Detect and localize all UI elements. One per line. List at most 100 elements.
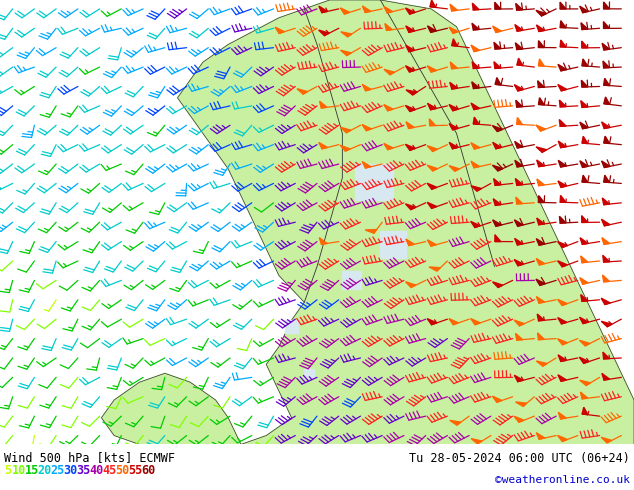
Polygon shape	[380, 231, 406, 258]
Text: 20: 20	[37, 464, 52, 477]
Polygon shape	[427, 202, 437, 208]
Polygon shape	[557, 261, 567, 267]
Polygon shape	[603, 61, 609, 68]
Polygon shape	[406, 26, 415, 32]
Polygon shape	[493, 282, 503, 288]
Polygon shape	[560, 40, 566, 47]
Polygon shape	[429, 119, 436, 125]
Polygon shape	[538, 41, 544, 48]
Polygon shape	[558, 318, 567, 324]
Polygon shape	[342, 271, 361, 289]
Polygon shape	[451, 39, 458, 46]
Polygon shape	[557, 299, 567, 305]
Polygon shape	[536, 433, 545, 439]
Polygon shape	[450, 420, 461, 425]
Polygon shape	[536, 239, 545, 245]
Polygon shape	[559, 216, 566, 223]
Text: ©weatheronline.co.uk: ©weatheronline.co.uk	[495, 475, 630, 485]
Polygon shape	[494, 62, 501, 69]
Polygon shape	[427, 165, 437, 171]
Polygon shape	[362, 124, 372, 131]
Polygon shape	[514, 416, 524, 422]
Polygon shape	[449, 104, 458, 111]
Polygon shape	[514, 85, 523, 91]
Polygon shape	[601, 437, 612, 443]
Polygon shape	[427, 26, 436, 32]
Text: 45: 45	[103, 464, 117, 477]
Polygon shape	[320, 238, 327, 245]
Polygon shape	[471, 103, 479, 110]
Polygon shape	[515, 402, 527, 406]
Polygon shape	[580, 238, 588, 245]
Polygon shape	[536, 147, 547, 152]
Polygon shape	[536, 279, 545, 285]
Polygon shape	[581, 216, 588, 222]
Polygon shape	[580, 161, 588, 168]
Polygon shape	[582, 407, 588, 415]
Polygon shape	[363, 6, 371, 12]
Polygon shape	[493, 220, 501, 226]
Polygon shape	[472, 3, 479, 10]
Polygon shape	[581, 100, 588, 107]
Polygon shape	[604, 97, 610, 104]
Polygon shape	[493, 199, 501, 205]
Polygon shape	[515, 24, 523, 31]
Polygon shape	[558, 64, 567, 71]
Text: 5: 5	[4, 464, 11, 477]
Polygon shape	[581, 80, 588, 87]
Polygon shape	[559, 141, 566, 147]
Polygon shape	[557, 339, 567, 345]
Polygon shape	[427, 183, 437, 189]
Polygon shape	[472, 23, 479, 30]
Polygon shape	[516, 197, 522, 204]
Polygon shape	[427, 240, 436, 246]
Polygon shape	[427, 146, 437, 151]
Polygon shape	[493, 125, 502, 131]
Polygon shape	[602, 238, 610, 245]
Polygon shape	[581, 256, 588, 263]
Polygon shape	[602, 43, 610, 50]
Polygon shape	[449, 27, 458, 33]
Polygon shape	[495, 2, 501, 9]
Polygon shape	[355, 165, 393, 200]
Polygon shape	[320, 101, 327, 108]
Polygon shape	[406, 122, 414, 128]
Text: 50: 50	[115, 464, 130, 477]
Polygon shape	[297, 89, 307, 94]
Polygon shape	[559, 100, 566, 107]
Polygon shape	[603, 352, 609, 359]
Polygon shape	[536, 10, 547, 16]
Polygon shape	[493, 26, 501, 32]
Polygon shape	[557, 436, 567, 441]
Text: Wind 500 hPa [kts] ECMWF: Wind 500 hPa [kts] ECMWF	[4, 451, 175, 465]
Polygon shape	[450, 62, 457, 69]
Polygon shape	[536, 296, 545, 303]
Polygon shape	[538, 81, 544, 88]
Text: 10: 10	[11, 464, 26, 477]
Polygon shape	[515, 142, 523, 148]
Polygon shape	[449, 123, 458, 130]
Polygon shape	[604, 136, 609, 144]
Polygon shape	[579, 380, 590, 386]
Polygon shape	[537, 314, 545, 321]
Polygon shape	[406, 282, 416, 288]
Polygon shape	[537, 179, 545, 186]
Polygon shape	[304, 369, 314, 378]
Polygon shape	[406, 45, 415, 51]
Polygon shape	[493, 396, 502, 402]
Polygon shape	[515, 333, 522, 340]
Polygon shape	[406, 239, 415, 245]
Polygon shape	[470, 221, 480, 227]
Polygon shape	[558, 181, 567, 187]
Polygon shape	[580, 122, 588, 129]
Polygon shape	[362, 162, 371, 168]
Polygon shape	[536, 125, 546, 131]
Polygon shape	[601, 321, 612, 327]
Polygon shape	[384, 70, 394, 75]
Text: 15: 15	[25, 464, 39, 477]
Polygon shape	[405, 144, 415, 150]
Polygon shape	[559, 412, 566, 419]
Polygon shape	[602, 198, 609, 205]
Polygon shape	[514, 220, 523, 226]
Polygon shape	[582, 175, 588, 182]
